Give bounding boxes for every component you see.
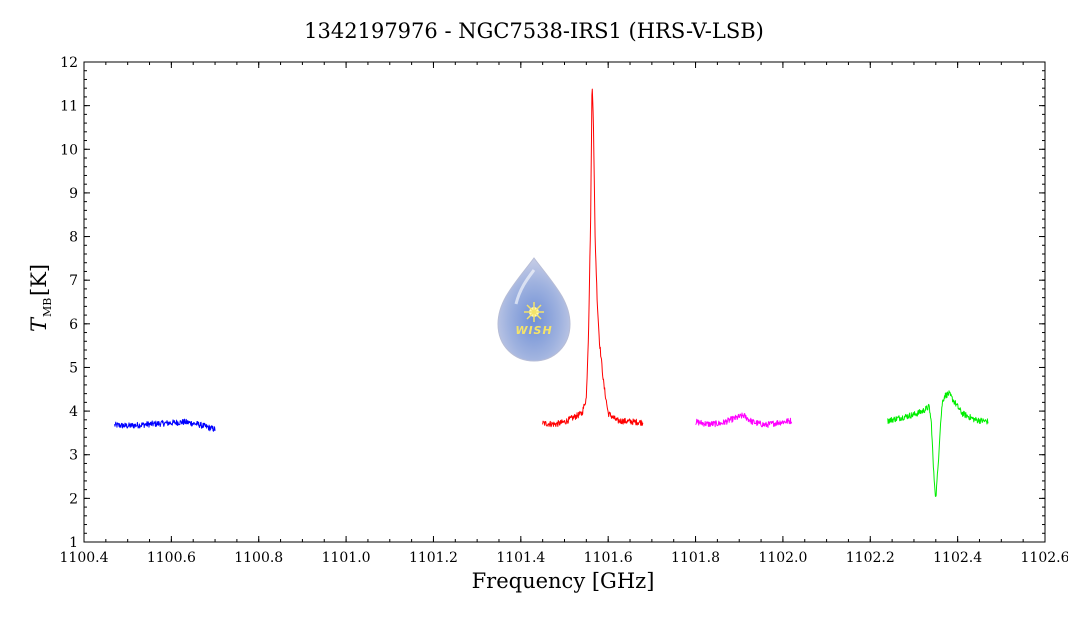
x-tick-label: 1102.0 [758,550,807,566]
y-tick-label: 12 [60,55,78,71]
y-axis-label-subscript: MB [41,298,54,317]
y-tick-label: 2 [69,491,78,507]
drop-highlight [514,269,536,305]
series-line-4 [887,390,989,497]
wish-logo: WISH [497,257,571,362]
x-tick-label: 1100.6 [147,550,196,566]
y-tick-label: 9 [69,186,78,202]
y-tick-label: 10 [60,142,78,158]
y-tick-label: 7 [69,273,78,289]
wish-logo-text: WISH [515,324,552,337]
x-tick-label: 1102.2 [846,550,895,566]
x-tick-label: 1102.4 [933,550,982,566]
y-tick-label: 4 [69,404,78,420]
y-tick-label: 6 [69,317,78,333]
chart-title: 1342197976 - NGC7538-IRS1 (HRS-V-LSB) [304,19,764,43]
x-axis: 1100.4 1100.6 1100.8 1101.0 1101.2 1101.4 1101… [60,62,1068,566]
x-tick-label: 1101.0 [322,550,371,566]
series-line-1 [114,418,216,432]
star-rays-icon [524,302,544,322]
series-layer [114,88,989,497]
y-tick-label: 1 [69,535,78,551]
x-tick-label: 1101.2 [409,550,458,566]
y-tick-label: 8 [69,230,78,246]
x-tick-label: 1100.4 [60,550,109,566]
y-axis-label-unit: [K] [27,264,51,296]
y-tick-label: 5 [69,360,78,376]
y-axis-label-symbol: T [27,316,51,332]
y-axis-label: T MB [K] [27,264,54,332]
x-tick-label: 1101.8 [671,550,720,566]
y-tick-label: 11 [60,99,78,115]
x-axis-label: Frequency [GHz] [472,569,655,593]
y-tick-label: 3 [69,448,78,464]
x-tick-label: 1101.6 [584,550,633,566]
series-line-3 [695,412,793,428]
x-tick-label: 1100.8 [234,550,283,566]
x-tick-label: 1102.6 [1021,550,1068,566]
x-tick-label: 1101.4 [496,550,545,566]
series-line-2 [542,88,644,428]
